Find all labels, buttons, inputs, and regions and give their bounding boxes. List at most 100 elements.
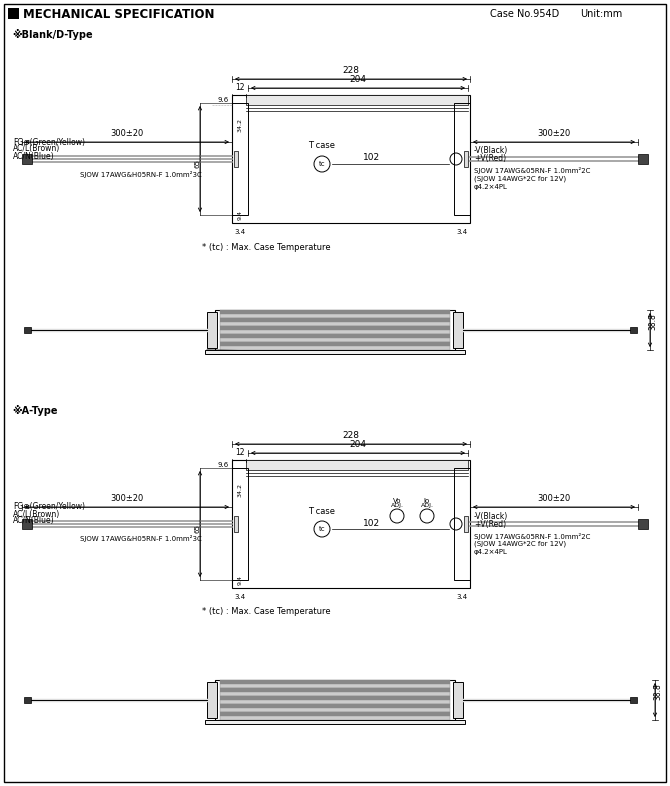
Text: -V(Black): -V(Black) [474, 146, 509, 156]
Bar [220, 326, 450, 330]
Bar [246, 95, 468, 105]
Bar [232, 468, 248, 580]
Text: Unit:mm: Unit:mm [580, 9, 622, 19]
Text: 34.2: 34.2 [237, 118, 243, 132]
Bar [454, 468, 470, 580]
Text: SJOW 17AWG&05RN-F 1.0mm²2C: SJOW 17AWG&05RN-F 1.0mm²2C [474, 167, 590, 174]
Bar [464, 151, 468, 167]
Text: 204: 204 [350, 440, 366, 449]
Bar [232, 95, 470, 223]
Bar [215, 680, 455, 720]
Text: 300±20: 300±20 [111, 129, 143, 138]
Bar [453, 312, 463, 348]
Bar [8, 8, 19, 19]
Bar [630, 697, 637, 703]
Text: 228: 228 [342, 431, 360, 440]
Bar [220, 704, 450, 708]
Bar [220, 684, 450, 688]
Text: φ4.2×4PL: φ4.2×4PL [474, 549, 508, 555]
Text: SJOW 17AWG&H05RN-F 1.0mm²3C: SJOW 17AWG&H05RN-F 1.0mm²3C [80, 535, 202, 542]
Bar [207, 312, 217, 348]
Text: 300±20: 300±20 [537, 129, 571, 138]
Bar [24, 327, 31, 333]
Text: T case: T case [308, 141, 336, 150]
Bar [220, 314, 450, 318]
Bar [220, 700, 450, 704]
Text: MECHANICAL SPECIFICATION: MECHANICAL SPECIFICATION [23, 8, 214, 20]
Bar [220, 322, 450, 326]
Text: T case: T case [308, 506, 336, 516]
Text: 3.4: 3.4 [456, 229, 468, 235]
Bar [22, 154, 32, 164]
Bar [246, 460, 468, 470]
Bar [464, 516, 468, 532]
Bar [220, 318, 450, 322]
Bar [234, 516, 238, 532]
Bar [220, 342, 450, 346]
Bar [220, 334, 450, 338]
Bar [24, 697, 31, 703]
Text: AC/N(Blue): AC/N(Blue) [13, 152, 55, 160]
Text: ADJ.: ADJ. [391, 504, 403, 509]
Bar [207, 682, 217, 718]
Text: +V(Red): +V(Red) [474, 520, 506, 528]
Text: 65: 65 [194, 524, 200, 533]
Bar [220, 680, 450, 684]
Bar [220, 692, 450, 696]
Text: 9.4: 9.4 [237, 575, 243, 585]
Bar [232, 103, 248, 215]
Text: 12: 12 [235, 83, 245, 92]
Text: (SJOW 14AWG*2C for 12V): (SJOW 14AWG*2C for 12V) [474, 541, 566, 547]
Text: * (tc) : Max. Case Temperature: * (tc) : Max. Case Temperature [202, 243, 330, 252]
Bar [630, 327, 637, 333]
Text: -V(Black): -V(Black) [474, 512, 509, 520]
Text: 228: 228 [342, 66, 360, 75]
Bar [220, 330, 450, 334]
Text: 38.8: 38.8 [649, 314, 657, 330]
Text: 38.8: 38.8 [653, 683, 663, 700]
Text: 102: 102 [363, 153, 381, 163]
Text: AC/N(Blue): AC/N(Blue) [13, 516, 55, 526]
Text: SJOW 17AWG&05RN-F 1.0mm²2C: SJOW 17AWG&05RN-F 1.0mm²2C [474, 532, 590, 539]
Bar [205, 350, 465, 354]
Text: tc: tc [319, 526, 326, 532]
Text: 65: 65 [194, 159, 200, 168]
Bar [220, 712, 450, 716]
Text: ※Blank/D-Type: ※Blank/D-Type [12, 30, 92, 41]
Text: 300±20: 300±20 [537, 494, 571, 503]
Text: 9.4: 9.4 [237, 210, 243, 220]
Bar [234, 151, 238, 167]
Bar [454, 103, 470, 215]
Text: FG⊕(Green/Yellow): FG⊕(Green/Yellow) [13, 502, 85, 512]
Text: 9.6: 9.6 [218, 462, 229, 468]
Text: 3.4: 3.4 [456, 594, 468, 600]
Text: ADJ.: ADJ. [421, 504, 433, 509]
Text: 34.2: 34.2 [237, 483, 243, 497]
Bar [220, 346, 450, 350]
Text: * (tc) : Max. Case Temperature: * (tc) : Max. Case Temperature [202, 608, 330, 616]
Text: φ4.2×4PL: φ4.2×4PL [474, 184, 508, 190]
Bar [453, 682, 463, 718]
Bar [638, 154, 648, 164]
Text: ※A-Type: ※A-Type [12, 405, 58, 416]
Text: 9.6: 9.6 [218, 97, 229, 103]
Text: 12: 12 [235, 448, 245, 457]
Text: (SJOW 14AWG*2C for 12V): (SJOW 14AWG*2C for 12V) [474, 176, 566, 182]
Text: 204: 204 [350, 75, 366, 84]
Text: Io: Io [424, 498, 430, 504]
Text: +V(Red): +V(Red) [474, 155, 506, 163]
Bar [638, 519, 648, 529]
Text: 102: 102 [363, 519, 381, 527]
Bar [232, 460, 470, 588]
Text: AC/L(Brown): AC/L(Brown) [13, 145, 60, 153]
Text: 3.4: 3.4 [234, 229, 246, 235]
Text: SJOW 17AWG&H05RN-F 1.0mm²3C: SJOW 17AWG&H05RN-F 1.0mm²3C [80, 171, 202, 178]
Bar [220, 716, 450, 720]
Text: FG⊕(Green/Yellow): FG⊕(Green/Yellow) [13, 138, 85, 146]
Bar [220, 310, 450, 314]
Bar [220, 338, 450, 342]
Text: 300±20: 300±20 [111, 494, 143, 503]
Text: Vo: Vo [393, 498, 401, 504]
Bar [220, 696, 450, 700]
Text: Case No.954D: Case No.954D [490, 9, 559, 19]
